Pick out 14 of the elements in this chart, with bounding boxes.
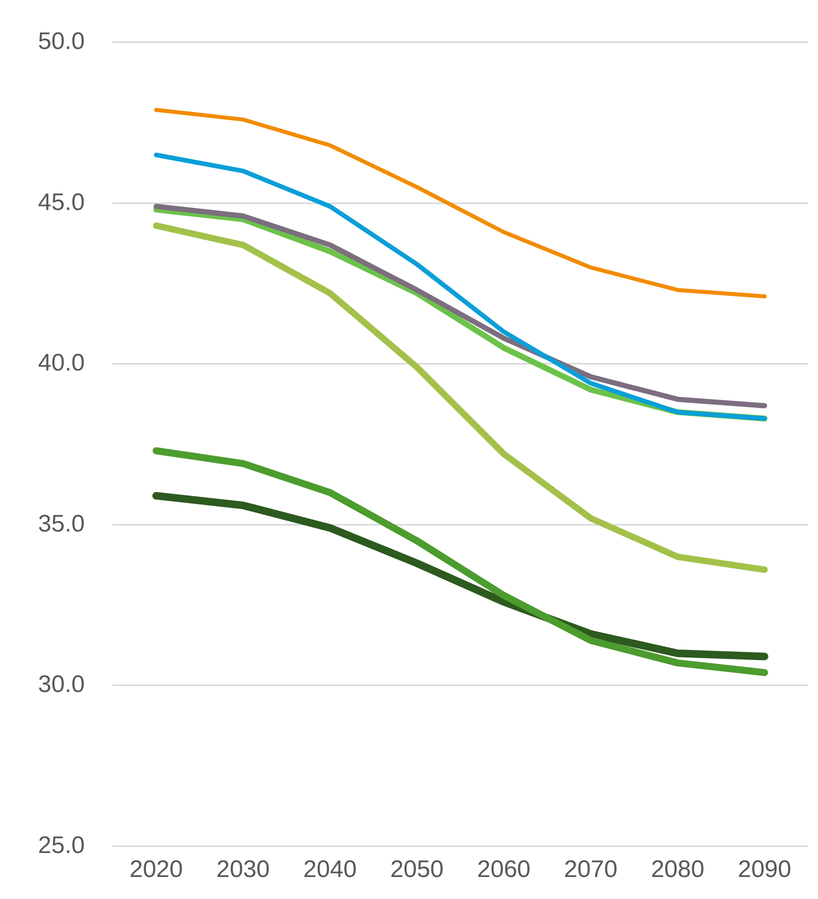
y-tick-label: 35.0 [38,510,85,538]
y-tick-label: 40.0 [38,350,85,377]
x-tick-label: 2030 [216,856,270,884]
x-tick-label: 2020 [129,856,183,884]
y-tick-label: 45.0 [38,188,85,216]
y-tick-label: 25.0 [38,832,85,859]
x-tick-label: 2040 [303,856,357,884]
y-tick-label: 50.0 [38,28,85,56]
x-tick-label: 2050 [390,856,444,884]
x-tick-label: 2060 [477,856,531,884]
x-tick-label: 2080 [650,856,704,884]
x-tick-label: 2070 [564,856,618,884]
x-tick-label: 2090 [738,856,792,884]
y-tick-label: 30.0 [38,671,85,698]
